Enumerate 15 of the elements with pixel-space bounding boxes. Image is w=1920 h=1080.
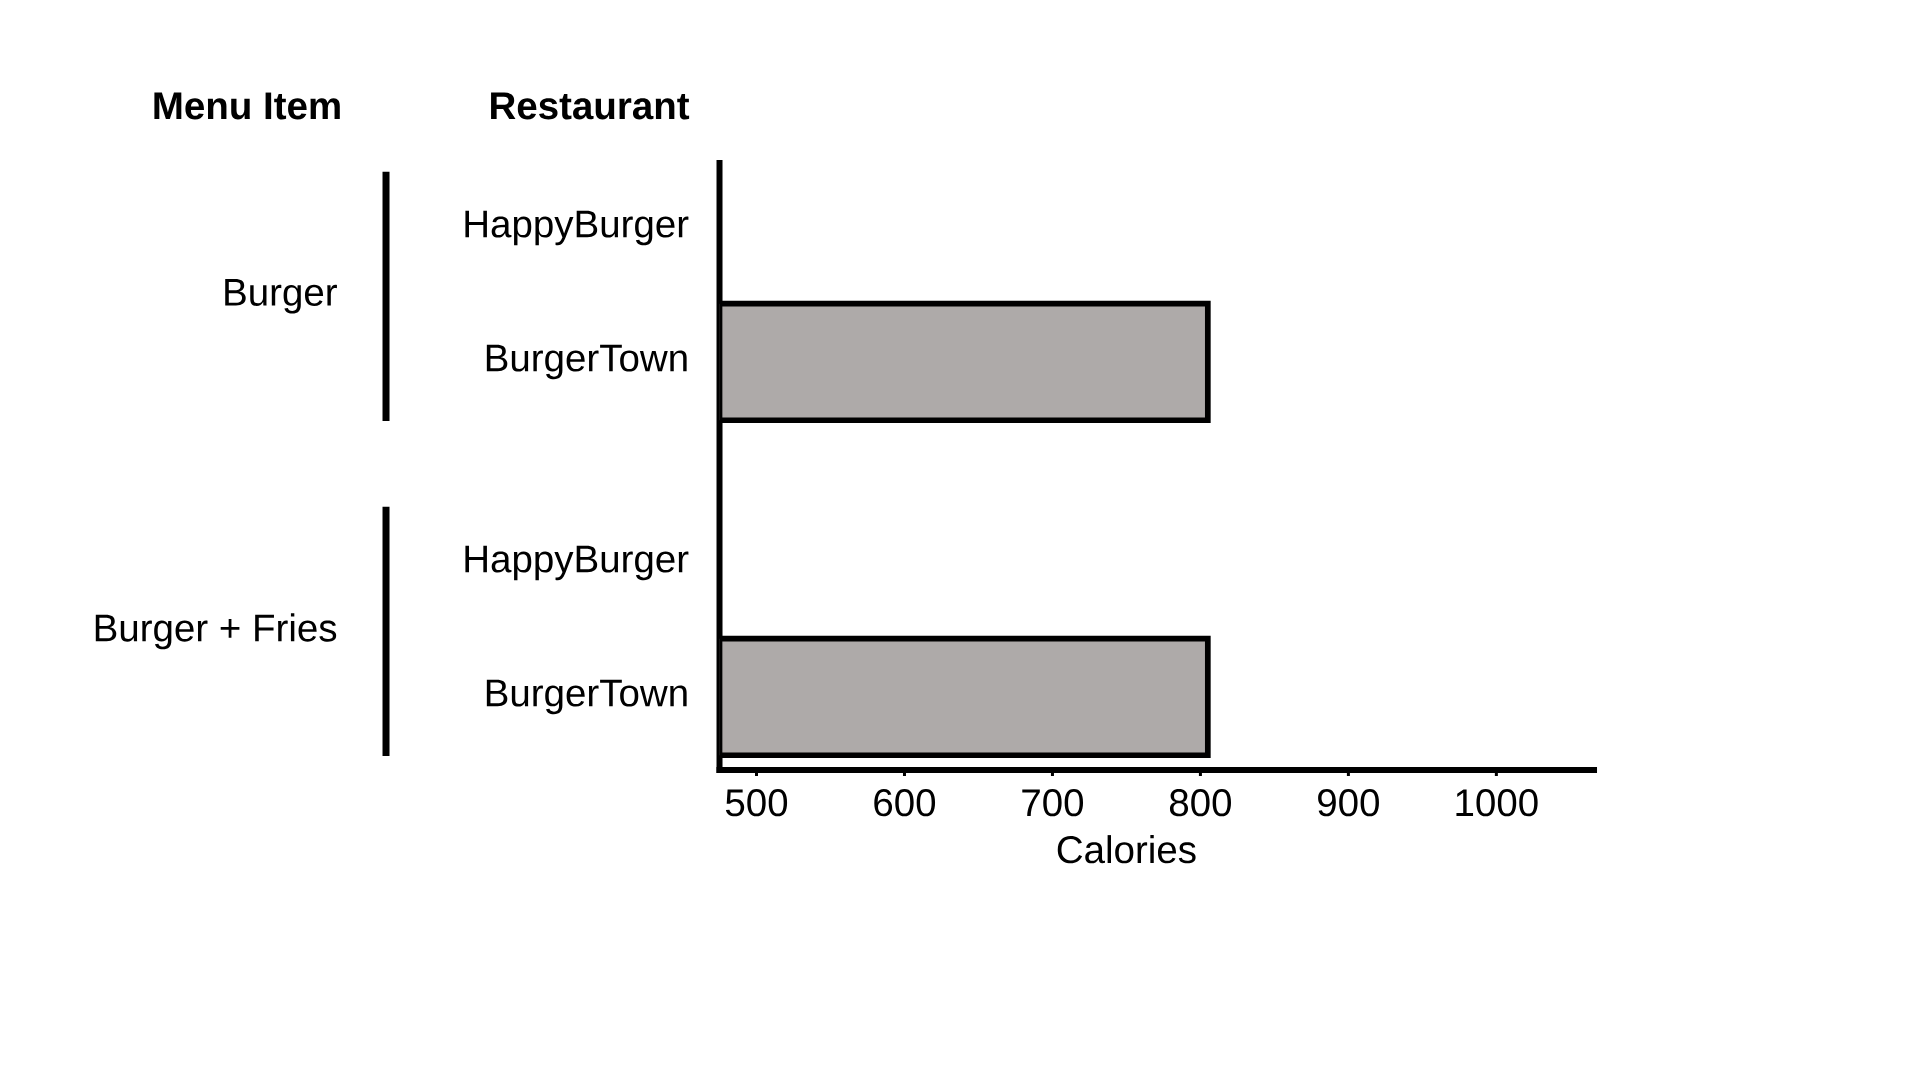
x-tick-label: 1000	[1456, 789, 1538, 817]
x-tick-label: 800	[1169, 789, 1231, 817]
x-axis-title: Calories	[1057, 835, 1196, 864]
x-tick-label: 900	[1318, 789, 1379, 817]
x-tick-label: 700	[1022, 789, 1084, 817]
x-tick-label: 600	[874, 789, 936, 817]
y-tick-label: HappyBurger	[465, 545, 689, 581]
x-tick-label: 500	[725, 789, 788, 817]
y-tick-label: BurgerTown	[486, 344, 687, 380]
text: Burger	[225, 279, 337, 314]
text: Menu Item	[154, 92, 340, 120]
y-tick-label: HappyBurger	[465, 210, 689, 246]
text: Burger + Fries	[95, 613, 337, 650]
y-axis-title: Restaurant	[491, 92, 690, 120]
y-tick-label: BurgerTown	[486, 679, 687, 715]
